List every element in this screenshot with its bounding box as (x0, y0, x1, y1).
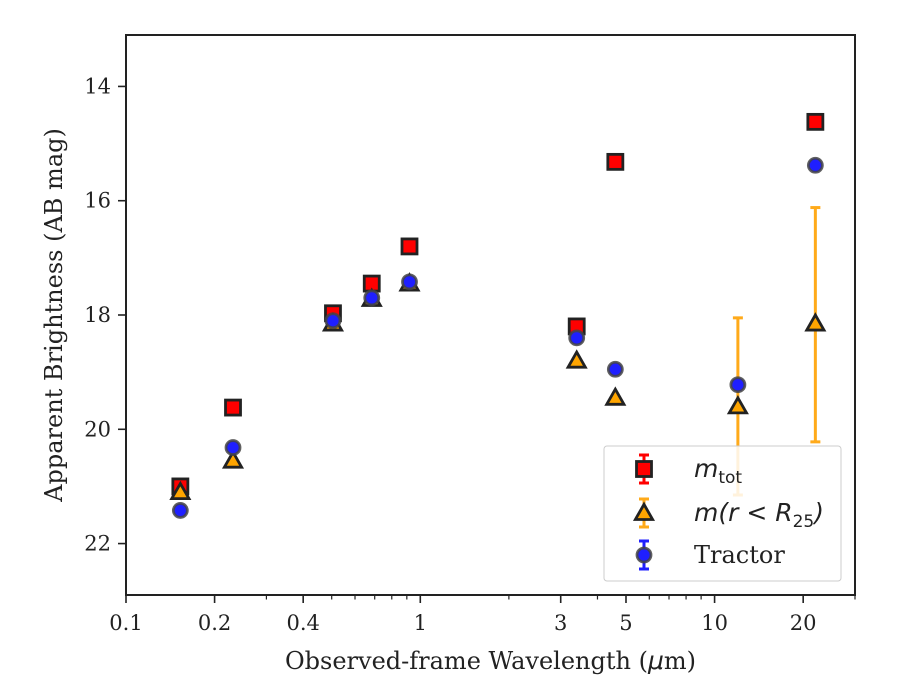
legend-label-mr25-sub: 25 (793, 512, 815, 532)
data-point-square (806, 112, 825, 131)
legend-label-mtot-main: m (694, 454, 718, 483)
series-circle (171, 156, 824, 519)
y-tick-label: 18 (84, 303, 111, 327)
legend-label-mtot: mtot (694, 454, 742, 488)
data-point-triangle (221, 449, 245, 469)
data-point-circle (568, 329, 586, 347)
y-tick-label: 16 (84, 189, 111, 213)
data-point-circle (729, 376, 747, 394)
data-point-triangle (726, 394, 749, 415)
series-square (171, 112, 825, 496)
legend: mtot m(r < R25) Tractor (603, 445, 842, 582)
x-tick-label: 0.4 (286, 611, 319, 635)
data-point-triangle (604, 386, 627, 406)
data-point-triangle (169, 480, 192, 501)
x-tick-label: 20 (790, 611, 817, 635)
x-axis-label-mu: μ (647, 646, 664, 675)
data-point-circle (606, 360, 624, 378)
x-tick-label: 3 (554, 611, 567, 635)
data-point-circle (324, 312, 342, 330)
y-axis-ticks: 14 16 18 20 22 (84, 74, 126, 556)
data-point-circle (806, 156, 824, 174)
data-point-circle (224, 439, 242, 456)
x-axis-ticks: 0.1 0.2 0.4 1 3 5 10 20 (109, 595, 856, 635)
x-axis-label-suffix: m) (664, 647, 696, 675)
legend-label-mr25-main: m (694, 498, 718, 527)
x-tick-label: 1 (414, 611, 427, 635)
data-point-triangle (804, 312, 827, 332)
data-point-square (400, 237, 419, 256)
data-point-triangle (632, 501, 656, 521)
data-point-square (224, 398, 242, 417)
data-point-square (635, 460, 653, 478)
data-point-circle (635, 546, 653, 564)
legend-entries (632, 453, 656, 571)
data-point-circle (171, 502, 189, 519)
data-point-circle (401, 273, 418, 291)
y-tick-label: 20 (84, 417, 111, 441)
y-tick-label: 22 (84, 532, 111, 556)
x-tick-label: 0.1 (109, 611, 142, 635)
x-axis-label-prefix: Observed-frame Wavelength ( (285, 647, 648, 675)
x-tick-label: 5 (619, 611, 632, 635)
y-axis-label: Apparent Brightness (AB mag) (40, 128, 68, 503)
data-point-circle (363, 289, 381, 307)
x-tick-label: 10 (701, 611, 728, 635)
y-tick-label: 14 (84, 74, 111, 98)
legend-label-mr25-mid: (r < R (718, 498, 792, 527)
x-tick-label: 0.2 (198, 611, 231, 635)
legend-label-mtot-sub: tot (718, 468, 742, 488)
data-point-triangle (565, 349, 588, 369)
legend-box (603, 445, 842, 582)
legend-label-mr25: m(r < R25) (694, 498, 824, 532)
x-axis-label: Observed-frame Wavelength (μm) (285, 646, 696, 675)
legend-label-mr25-tail: ) (812, 498, 824, 527)
data-point-square (606, 152, 625, 171)
legend-label-tractor: Tractor (694, 541, 785, 569)
